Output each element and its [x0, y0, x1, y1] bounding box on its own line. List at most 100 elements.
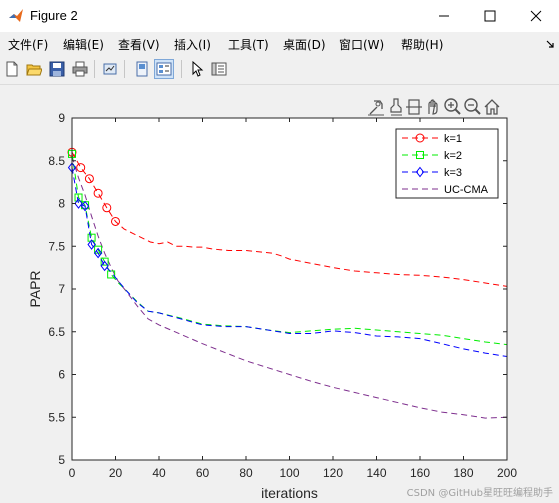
data-tip-icon[interactable]	[368, 100, 384, 116]
series-line	[71, 156, 508, 419]
y-tick-label: 9	[58, 111, 65, 125]
y-tick-label: 7.5	[48, 239, 65, 253]
hide-plot-tools-button[interactable]	[132, 59, 152, 79]
x-tick-label: 20	[109, 466, 123, 480]
x-tick-label: 180	[453, 466, 473, 480]
save-icon	[49, 61, 65, 77]
legend-label: k=1	[444, 133, 462, 145]
data-point	[74, 198, 83, 209]
menu-window[interactable]: 窗口(W)	[339, 38, 385, 52]
dock-arrow-icon[interactable]	[546, 40, 555, 49]
y-tick-label: 7	[58, 282, 65, 296]
series-line	[71, 151, 508, 287]
y-tick-label: 5	[58, 453, 65, 467]
pan-icon[interactable]	[428, 99, 438, 115]
legend-entry[interactable]: k=1	[402, 133, 462, 145]
edit-plot-button[interactable]	[187, 59, 207, 79]
data-point	[111, 216, 120, 226]
data-point	[415, 166, 425, 178]
x-tick-label: 100	[279, 466, 299, 480]
axes-toolbar	[368, 98, 500, 116]
legend-box	[395, 128, 499, 199]
new-figure-button[interactable]	[2, 59, 22, 79]
series-line	[71, 153, 508, 346]
window-title: Figure 2	[30, 8, 78, 23]
menu-bar: 文件(F) 编辑(E) 查看(V) 插入(I) 工具(T) 桌面(D) 窗口(W…	[0, 32, 559, 56]
print-button[interactable]	[70, 59, 90, 79]
series-uc-cma	[71, 156, 508, 419]
x-tick-label: 0	[69, 466, 76, 480]
series-line	[71, 167, 508, 357]
x-tick-label: 140	[366, 466, 386, 480]
show-plot-tools-icon	[156, 62, 172, 76]
close-button[interactable]	[513, 0, 559, 32]
property-inspector-button[interactable]	[209, 59, 229, 79]
data-point	[93, 188, 103, 198]
figure-toolbar	[0, 56, 559, 85]
home-icon[interactable]	[484, 99, 500, 115]
x-axis-label: iterations	[261, 485, 318, 501]
legend-entry[interactable]: UC-CMA	[402, 184, 489, 196]
x-tick-label: 200	[497, 466, 517, 480]
maximize-icon	[484, 10, 496, 22]
open-file-button[interactable]	[24, 59, 44, 79]
x-tick-label: 40	[152, 466, 166, 480]
menu-edit[interactable]: 编辑(E)	[63, 38, 104, 52]
y-axis-label: PAPR	[27, 270, 43, 307]
y-tick-label: 5.5	[48, 410, 65, 424]
menu-desktop[interactable]: 桌面(D)	[283, 38, 326, 52]
legend-entry[interactable]: k=3	[402, 166, 462, 179]
legend[interactable]: k=1 k=2 k=3 UC-CMA	[395, 128, 499, 199]
maximize-button[interactable]	[467, 0, 513, 32]
menu-insert[interactable]: 插入(I)	[174, 38, 211, 52]
y-tick-label: 8.5	[48, 154, 65, 168]
rotate-icon[interactable]	[406, 99, 422, 115]
show-plot-tools-button[interactable]	[154, 59, 174, 79]
data-point	[76, 163, 86, 173]
data-point	[100, 260, 109, 272]
zoom-out-icon[interactable]	[464, 98, 481, 115]
data-point	[415, 133, 425, 143]
x-tick-label: 160	[410, 466, 430, 480]
data-point	[84, 174, 94, 184]
x-tick-label: 80	[239, 466, 253, 480]
watermark-text: CSDN @GitHub星旺旺编程助手	[406, 488, 553, 499]
brush-icon[interactable]	[390, 98, 402, 116]
y-tick-label: 6.5	[48, 325, 65, 339]
x-tick-label: 60	[196, 466, 210, 480]
menu-file[interactable]: 文件(F)	[8, 38, 49, 52]
link-plot-button[interactable]	[100, 59, 120, 79]
y-tick-label: 6	[58, 368, 65, 382]
data-point	[107, 270, 116, 279]
minimize-icon	[439, 15, 449, 17]
data-point	[87, 233, 96, 242]
link-plot-icon	[103, 63, 117, 75]
edit-plot-icon	[192, 61, 204, 77]
matlab-logo-icon	[9, 9, 23, 22]
legend-label: k=3	[444, 167, 462, 179]
save-button[interactable]	[47, 59, 67, 79]
zoom-in-icon[interactable]	[444, 98, 461, 115]
property-inspector-icon	[211, 62, 227, 76]
menu-help[interactable]: 帮助(H)	[401, 38, 444, 52]
menu-tools[interactable]: 工具(T)	[228, 38, 269, 52]
y-tick-label: 8	[58, 197, 65, 211]
toolbar-separator	[124, 60, 125, 78]
toolbar-separator	[181, 60, 182, 78]
menu-view[interactable]: 查看(V)	[118, 38, 160, 52]
minimize-button[interactable]	[421, 0, 467, 32]
legend-label: UC-CMA	[444, 184, 489, 196]
title-bar: Figure 2	[0, 0, 559, 32]
data-point	[93, 247, 103, 259]
x-tick-label: 120	[323, 466, 343, 480]
data-point	[87, 239, 96, 250]
open-file-icon	[26, 64, 42, 76]
data-point	[100, 257, 109, 266]
legend-entry[interactable]: k=2	[402, 150, 462, 162]
data-point	[80, 200, 90, 212]
series-k-3	[67, 162, 508, 357]
new-figure-icon	[6, 61, 18, 77]
hide-plot-tools-icon	[136, 61, 148, 77]
data-point	[416, 151, 424, 159]
